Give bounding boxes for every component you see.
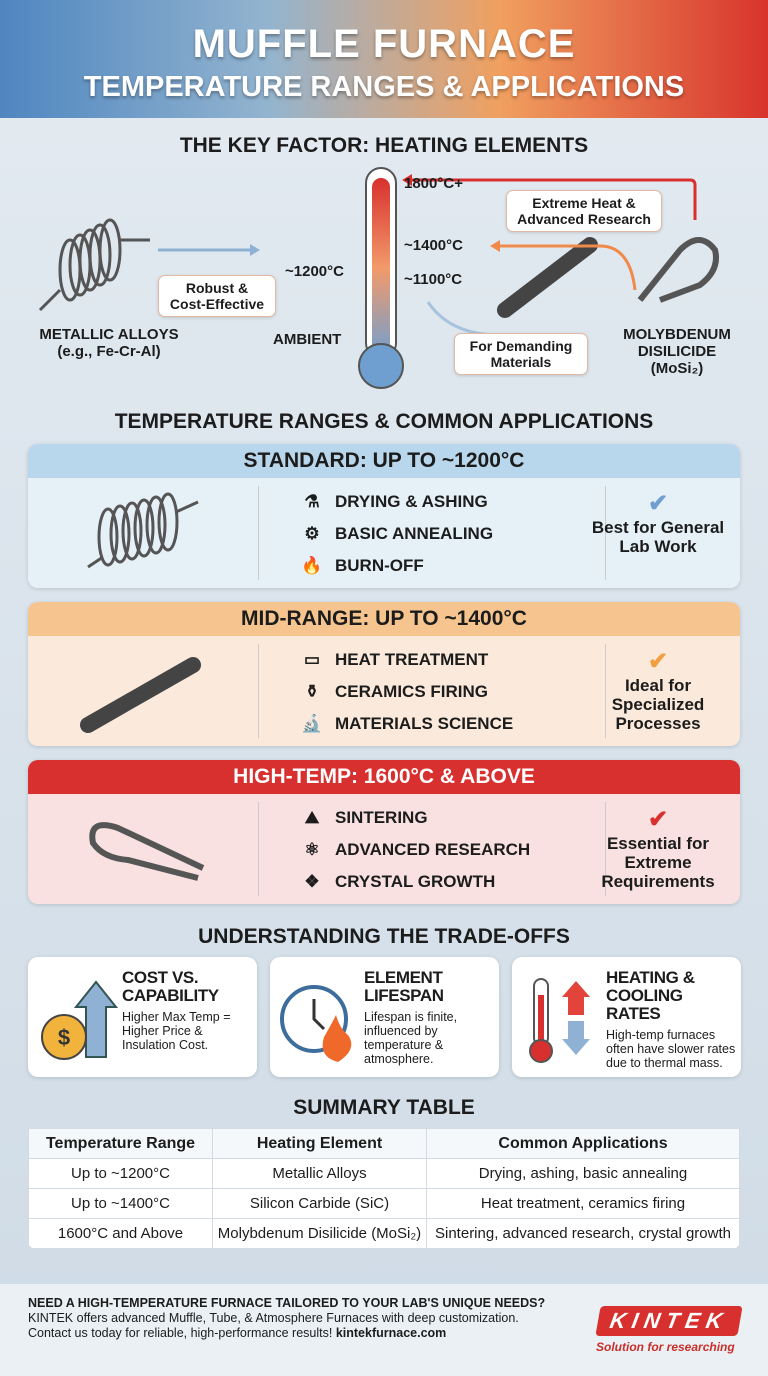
application-icon: ⛰ bbox=[304, 808, 320, 827]
application-icon: ⚛ bbox=[304, 840, 320, 859]
dollar-arrow-icon: $ bbox=[41, 980, 119, 1060]
metallic-alloys-label: METALLIC ALLOYS (e.g., Fe-Cr-Al) bbox=[39, 326, 179, 360]
tradeoff-card-cost: $ COST VS. CAPABILITY Higher Max Temp = H… bbox=[28, 957, 257, 1077]
key-factor-title: THE KEY FACTOR: HEATING ELEMENTS bbox=[179, 134, 589, 157]
tradeoff-title: COST VS. CAPABILITY bbox=[122, 968, 219, 1005]
tick-1400: ~1400°C bbox=[404, 237, 463, 254]
range-card-title: MID-RANGE: UP TO ~1400°C bbox=[28, 602, 740, 636]
range-note: ✔ Essential for Extreme Requirements bbox=[588, 806, 728, 891]
table-row: Up to ~1400°C Silicon Carbide (SiC) Heat t… bbox=[28, 1188, 740, 1219]
tradeoff-text: Higher Max Temp = Higher Price & Insulat… bbox=[122, 1010, 231, 1052]
range-card-title: STANDARD: UP TO ~1200°C bbox=[28, 444, 740, 478]
heating-element-icon bbox=[89, 822, 205, 881]
tradeoff-text: High-temp furnaces often have slower rat… bbox=[606, 1028, 736, 1070]
footer: NEED A HIGH-TEMPERATURE FURNACE TAILORED… bbox=[0, 1284, 768, 1376]
page-subtitle: TEMPERATURE RANGES & APPLICATIONS bbox=[83, 71, 685, 103]
header-banner: MUFFLE FURNACE TEMPERATURE RANGES & APPL… bbox=[0, 0, 768, 118]
heating-element-icon bbox=[80, 657, 201, 733]
tradeoff-text: Lifespan is finite, influenced by temper… bbox=[364, 1010, 458, 1066]
table-row: Up to ~1200°C Metallic Alloys Drying, ashi… bbox=[28, 1158, 740, 1189]
footer-line1: KINTEK offers advanced Muffle, Tube, & A… bbox=[28, 1311, 519, 1325]
demanding-bubble: For Demanding Materials bbox=[454, 333, 588, 375]
range-note: ✔ Ideal for Specialized Processes bbox=[588, 648, 728, 733]
application-icon: ❖ bbox=[304, 872, 320, 891]
summary-table: Temperature Range Heating Element Common A… bbox=[28, 1128, 740, 1249]
thermometer-icon bbox=[358, 167, 404, 389]
range-card-1: MID-RANGE: UP TO ~1400°C ▭ HEAT TREATMENT… bbox=[28, 602, 740, 746]
application-icon: ⚗ bbox=[304, 492, 320, 511]
heating-element-icon bbox=[87, 492, 199, 569]
tradeoff-card-rates: HEATING & COOLING RATES High-temp furnace… bbox=[512, 957, 741, 1077]
tradeoff-title: HEATING & COOLING RATES bbox=[606, 968, 695, 1023]
kintek-logo: KINTEK bbox=[595, 1306, 743, 1336]
check-circle-icon: ✔ bbox=[647, 490, 669, 517]
logo-tagline: Solution for researching bbox=[596, 1340, 735, 1354]
range-card-2: HIGH-TEMP: 1600°C & ABOVE ⛰ SINTERING ⚛ ADV… bbox=[28, 760, 740, 904]
application-item: ⚙ BASIC ANNEALING bbox=[299, 518, 605, 550]
footer-headline: NEED A HIGH-TEMPERATURE FURNACE TAILORED… bbox=[28, 1296, 546, 1310]
website-link[interactable]: kintekfurnace.com bbox=[335, 1326, 447, 1340]
application-item: ⚛ ADVANCED RESEARCH bbox=[299, 834, 605, 866]
summary-title: SUMMARY TABLE bbox=[293, 1096, 475, 1119]
tradeoff-card-lifespan: ELEMENT LIFESPAN Lifespan is finite, infl… bbox=[270, 957, 499, 1077]
tradeoff-title: ELEMENT LIFESPAN bbox=[364, 968, 444, 1005]
coil-icon bbox=[38, 218, 150, 312]
range-card-0: STANDARD: UP TO ~1200°C ⚗ DRYING & ASHING… bbox=[28, 444, 740, 588]
application-item: ⛰ SINTERING bbox=[299, 802, 605, 834]
range-note: ✔ Best for General Lab Work bbox=[588, 490, 728, 556]
application-icon: ⚱ bbox=[304, 682, 320, 701]
application-icon: 🔬 bbox=[301, 714, 323, 733]
check-circle-icon: ✔ bbox=[647, 648, 669, 675]
ranges-title: TEMPERATURE RANGES & COMMON APPLICATIONS bbox=[114, 410, 654, 433]
tick-1800: 1800°C+ bbox=[404, 175, 463, 192]
check-circle-icon: ✔ bbox=[647, 806, 669, 833]
robust-bubble: Robust & Cost-Effective bbox=[158, 275, 276, 317]
application-icon: ▭ bbox=[303, 650, 321, 669]
mosi2-label: MOLYBDENUM DISILICIDE (MoSi₂) bbox=[623, 326, 731, 377]
application-item: ▭ HEAT TREATMENT bbox=[299, 644, 605, 676]
tick-1200: ~1200°C bbox=[285, 263, 344, 280]
application-item: 🔬 MATERIALS SCIENCE bbox=[299, 708, 605, 740]
footer-text: NEED A HIGH-TEMPERATURE FURNACE TAILORED… bbox=[28, 1296, 584, 1341]
application-item: ⚗ DRYING & ASHING bbox=[299, 486, 605, 518]
tick-1100: ~1100°C bbox=[404, 271, 463, 288]
application-item: ❖ CRYSTAL GROWTH bbox=[299, 866, 605, 898]
svg-text:$: $ bbox=[58, 1025, 70, 1050]
clock-flame-icon bbox=[280, 985, 352, 1062]
application-item: 🔥 BURN-OFF bbox=[299, 550, 605, 582]
table-header-row: Temperature Range Heating Element Common A… bbox=[28, 1128, 740, 1159]
table-row: 1600°C and Above Molybdenum Disilicide (M… bbox=[28, 1218, 740, 1249]
u-element-icon bbox=[637, 237, 719, 303]
page-title: MUFFLE FURNACE bbox=[192, 22, 576, 66]
extreme-bubble: Extreme Heat & Advanced Research bbox=[506, 190, 662, 232]
thermometer-arrows-icon bbox=[529, 978, 590, 1063]
application-item: ⚱ CERAMICS FIRING bbox=[299, 676, 605, 708]
tick-ambient: AMBIENT bbox=[273, 331, 342, 348]
footer-line2: Contact us today for reliable, high-perf… bbox=[28, 1326, 333, 1340]
tradeoffs-title: UNDERSTANDING THE TRADE-OFFS bbox=[198, 925, 570, 948]
application-icon: 🔥 bbox=[301, 556, 323, 575]
rod-icon bbox=[497, 237, 598, 318]
application-icon: ⚙ bbox=[304, 524, 320, 543]
range-card-title: HIGH-TEMP: 1600°C & ABOVE bbox=[28, 760, 740, 794]
